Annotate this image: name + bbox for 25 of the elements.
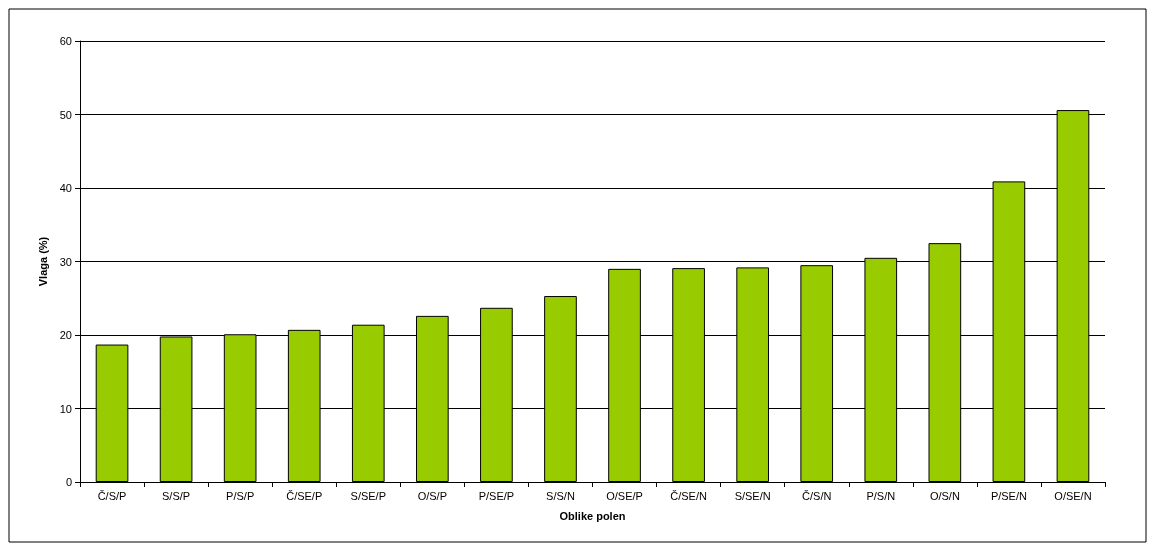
- x-tick-label: S/S/N: [546, 489, 575, 502]
- x-tick-label: P/SE/N: [990, 489, 1027, 502]
- x-tick-label: P/S/P: [226, 489, 255, 502]
- y-tick-label: 0: [65, 476, 72, 488]
- x-tick-label: S/S/P: [162, 489, 191, 502]
- x-tick-label: S/SE/P: [350, 489, 387, 502]
- y-tick-label: 20: [59, 329, 72, 341]
- x-tick-label: P/SE/P: [478, 489, 515, 502]
- x-tick-label: O/S/P: [417, 489, 448, 502]
- x-tick-label: Č/S/N: [802, 489, 832, 502]
- x-tick-label: Č/SE/P: [286, 489, 323, 502]
- y-tick-label: 10: [59, 402, 72, 415]
- x-tick-label: O/SE/P: [606, 489, 643, 502]
- y-axis-title: Vlaga (%): [37, 236, 50, 287]
- y-tick-label: 60: [59, 35, 72, 47]
- x-axis-title: Oblike polen: [559, 509, 626, 522]
- x-tick-label: S/SE/N: [734, 489, 771, 502]
- y-tick-label: 50: [59, 108, 72, 121]
- x-tick-label: O/S/N: [929, 489, 960, 502]
- x-tick-label: P/S/N: [866, 489, 896, 502]
- x-tick-label: Č/S/P: [97, 489, 127, 502]
- y-tick-label: 30: [59, 255, 72, 268]
- y-tick-label: 40: [59, 182, 72, 194]
- x-tick-label: O/SE/N: [1054, 489, 1092, 502]
- x-tick-label: Č/SE/N: [670, 489, 707, 502]
